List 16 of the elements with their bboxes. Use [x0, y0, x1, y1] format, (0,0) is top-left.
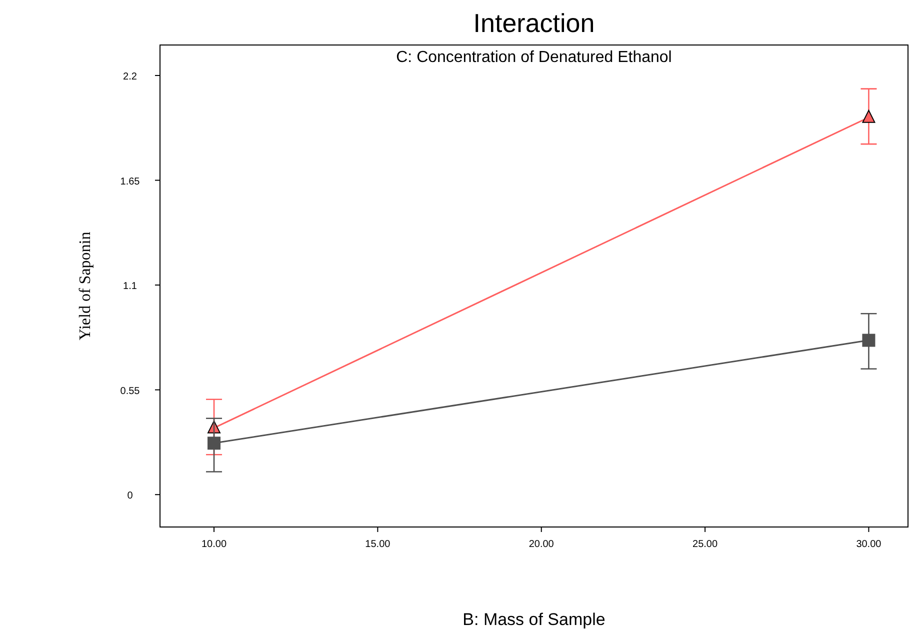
y-tick-label: 0.55: [120, 386, 140, 397]
y-tick-label: 1.1: [123, 281, 138, 292]
x-tick-label: 30.00: [856, 539, 882, 550]
x-tick-label: 15.00: [365, 539, 391, 550]
y-tick-label: 2.2: [123, 71, 138, 82]
x-tick-label: 25.00: [692, 539, 718, 550]
x-tick-label: 10.00: [201, 539, 227, 550]
y-tick-label: 1.65: [120, 176, 140, 188]
x-axis-title: B: Mass of Sample: [462, 610, 606, 629]
point: [862, 334, 876, 347]
chart-subtitle: C: Concentration of Denatured Ethanol: [396, 49, 672, 66]
y-tick-label: 0: [127, 490, 134, 502]
chart-title: Interaction: [473, 8, 595, 38]
x-tick-label: 20.00: [528, 539, 554, 550]
point: [208, 436, 221, 450]
y-axis-title: Yield of Saponin: [77, 232, 94, 340]
